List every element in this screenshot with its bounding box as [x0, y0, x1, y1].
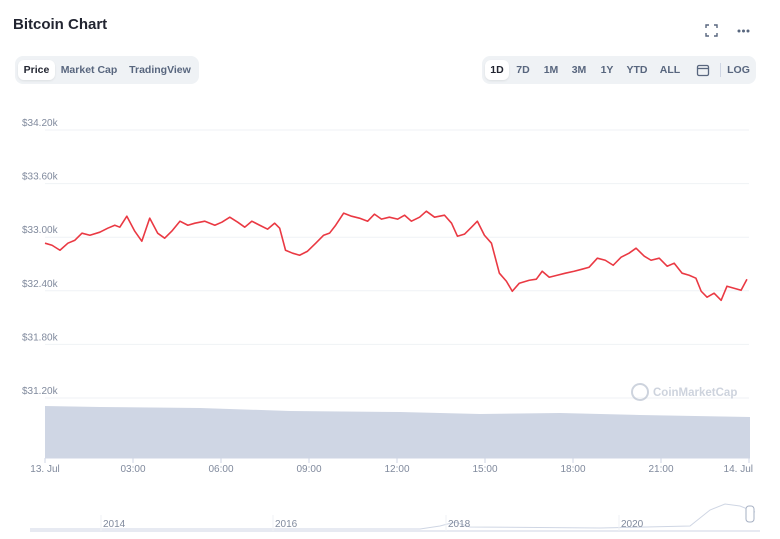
tab[interactable]: Market Cap	[60, 64, 118, 76]
range-group: 1D 7D 1M 3M 1Y YTD ALL LOG	[482, 56, 756, 84]
fullscreen-icon[interactable]	[705, 24, 718, 37]
navigator-label: 2016	[275, 519, 298, 530]
tab-group: Price Market Cap TradingView	[15, 56, 199, 84]
y-tick-label: $34.20k	[22, 118, 59, 129]
range-button[interactable]: 3M	[571, 64, 587, 76]
more-icon[interactable]	[737, 29, 750, 33]
y-tick-label: $32.40k	[22, 279, 59, 290]
x-tick-label: 06:00	[208, 464, 233, 475]
x-tick-label: 15:00	[472, 464, 497, 475]
navigator-line	[30, 503, 756, 530]
navigator-label: 2014	[103, 519, 126, 530]
tab[interactable]: Price	[18, 60, 55, 80]
y-tick-label: $31.80k	[22, 332, 59, 343]
navigator-handle[interactable]	[745, 505, 755, 523]
navigator-label: 2020	[621, 519, 644, 530]
range-button[interactable]: 7D	[516, 64, 530, 76]
y-tick-label: $33.60k	[22, 172, 59, 183]
tab[interactable]: TradingView	[129, 64, 191, 76]
divider	[720, 63, 721, 77]
range-button[interactable]: 1Y	[600, 64, 614, 76]
x-tick-label: 03:00	[120, 464, 145, 475]
y-tick-label: $33.00k	[22, 225, 59, 236]
y-tick-label: $31.20k	[22, 386, 59, 397]
x-tick-label: 21:00	[648, 464, 673, 475]
navigator: 2014 2016 2018 2020	[30, 503, 760, 532]
watermark-text: CoinMarketCap	[653, 387, 737, 399]
navigator-label: 2018	[448, 519, 471, 530]
calendar-icon[interactable]	[696, 63, 710, 77]
x-tick-label: 09:00	[296, 464, 321, 475]
range-button[interactable]: 1D	[485, 60, 509, 80]
x-tick-label: 18:00	[560, 464, 585, 475]
log-button[interactable]: LOG	[727, 64, 750, 76]
volume-area	[45, 406, 750, 458]
top-icons	[705, 24, 750, 37]
x-tick-label: 13. Jul	[30, 464, 59, 475]
title: Bitcoin Chart	[13, 16, 108, 33]
range-button[interactable]: 1M	[543, 64, 559, 76]
watermark: CoinMarketCap	[631, 383, 737, 401]
price-line	[44, 210, 748, 302]
range-button[interactable]: YTD	[626, 64, 648, 76]
range-button[interactable]: ALL	[659, 64, 681, 76]
x-tick-label: 14. Jul	[724, 464, 753, 475]
x-tick-label: 12:00	[384, 464, 409, 475]
